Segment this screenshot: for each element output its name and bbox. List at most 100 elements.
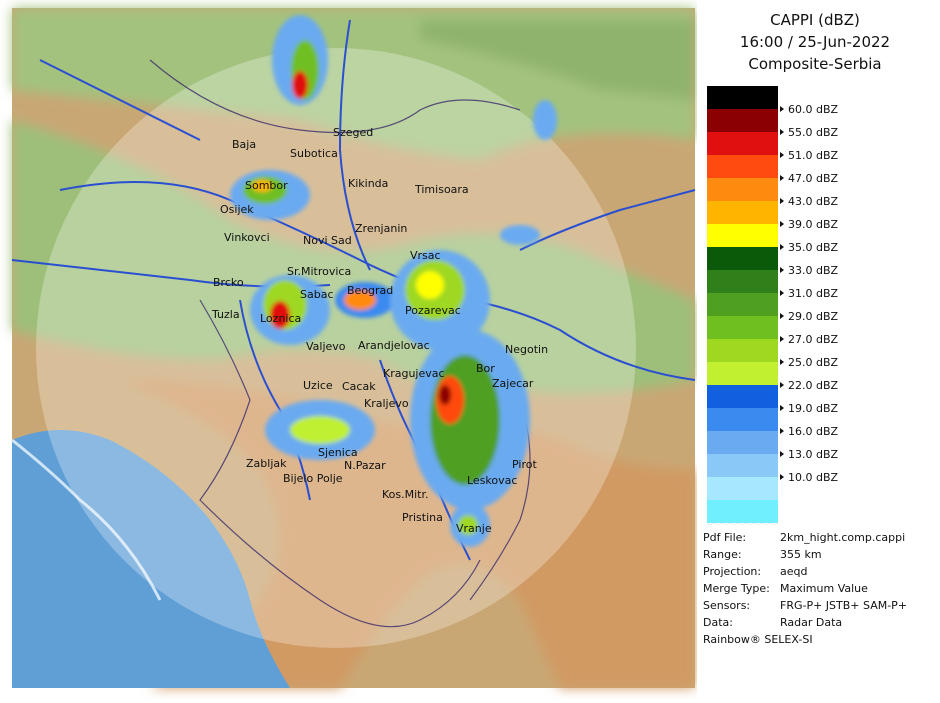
- legend-swatch: [707, 132, 778, 155]
- color-legend: 60.0 dBZ 55.0 dBZ 51.0 dBZ 47.0 dBZ 43.0 dBZ…: [707, 86, 839, 525]
- legend-label: 25.0 dBZ: [788, 356, 839, 369]
- city-label: Loznica: [260, 312, 301, 325]
- legend-tick: [780, 221, 784, 227]
- legend-label: 29.0 dBZ: [788, 310, 839, 323]
- city-label: Bor: [476, 362, 495, 375]
- info-table: Pdf File: 2km_hight.comp.cappi Range: 355 k…: [703, 531, 907, 629]
- info-value: 355 km: [780, 548, 822, 561]
- city-labels: Szeged Baja Subotica Sombor Kikinda Timisoara…: [211, 126, 548, 535]
- legend-swatch: [707, 500, 778, 523]
- city-label: Kos.Mitr.: [382, 488, 429, 501]
- info-key: Pdf File:: [703, 531, 746, 544]
- title: CAPPI (dBZ): [770, 11, 860, 29]
- info-key: Sensors:: [703, 599, 750, 612]
- city-label: Valjevo: [306, 340, 346, 353]
- city-label: Arandjelovac: [358, 339, 430, 352]
- info-key: Data:: [703, 616, 733, 629]
- legend-tick: [780, 129, 784, 135]
- city-label: Uzice: [303, 379, 333, 392]
- city-label: Osijek: [220, 203, 254, 216]
- legend-tick: [780, 336, 784, 342]
- city-label: Zajecar: [492, 377, 534, 390]
- legend-label: 19.0 dBZ: [788, 402, 839, 415]
- city-label: Leskovac: [467, 474, 517, 487]
- info-key: Merge Type:: [703, 582, 770, 595]
- legend-swatch: [707, 155, 778, 178]
- time: 16:00 / 25-Jun-2022: [740, 33, 890, 51]
- legend-label: 22.0 dBZ: [788, 379, 839, 392]
- legend-label: 35.0 dBZ: [788, 241, 839, 254]
- legend-label: 60.0 dBZ: [788, 103, 839, 116]
- legend-swatch: [707, 477, 778, 500]
- legend-swatch: [707, 270, 778, 293]
- legend-label: 27.0 dBZ: [788, 333, 839, 346]
- legend-tick: [780, 106, 784, 112]
- legend-swatch: [707, 454, 778, 477]
- city-label: Sjenica: [318, 446, 358, 459]
- legend-tick: [780, 359, 784, 365]
- legend-label: 31.0 dBZ: [788, 287, 839, 300]
- city-label: Cacak: [342, 380, 376, 393]
- city-label: Pozarevac: [405, 304, 461, 317]
- city-label: Subotica: [290, 147, 338, 160]
- legend-swatch: [707, 293, 778, 316]
- city-label: Pirot: [512, 458, 537, 471]
- info-value: FRG-P+ JSTB+ SAM-P+: [780, 599, 907, 612]
- city-label: N.Pazar: [344, 459, 386, 472]
- city-label: Brcko: [213, 276, 244, 289]
- legend-swatch: [707, 247, 778, 270]
- legend-label: 33.0 dBZ: [788, 264, 839, 277]
- info-value: aeqd: [780, 565, 807, 578]
- legend-swatch: [707, 86, 778, 109]
- info-value: 2km_hight.comp.cappi: [780, 531, 905, 544]
- legend-tick: [780, 451, 784, 457]
- legend-swatch: [707, 362, 778, 385]
- city-label: Sr.Mitrovica: [287, 265, 351, 278]
- city-label: Vinkovci: [224, 231, 270, 244]
- city-label: Szeged: [333, 126, 373, 139]
- info-value: Radar Data: [780, 616, 842, 629]
- legend-label: 47.0 dBZ: [788, 172, 839, 185]
- legend-tick: [780, 405, 784, 411]
- radar-echoes: [230, 15, 557, 547]
- legend-swatch: [707, 385, 778, 408]
- city-label: Bijelo Polje: [283, 472, 343, 485]
- basemap: [11, 8, 696, 688]
- legend-tick: [780, 313, 784, 319]
- legend-label: 16.0 dBZ: [788, 425, 839, 438]
- info-value: Maximum Value: [780, 582, 868, 595]
- city-label: Sabac: [300, 288, 334, 301]
- legend-label: 39.0 dBZ: [788, 218, 839, 231]
- legend-tick: [780, 198, 784, 204]
- legend-tick: [780, 267, 784, 273]
- legend-swatch: [707, 201, 778, 224]
- city-label: Kragujevac: [383, 367, 445, 380]
- legend-tick: [780, 152, 784, 158]
- city-label: Zrenjanin: [355, 222, 407, 235]
- legend-label: 43.0 dBZ: [788, 195, 839, 208]
- legend-tick: [780, 175, 784, 181]
- region: Composite-Serbia: [748, 55, 881, 73]
- info-key: Range:: [703, 548, 742, 561]
- city-label: Pristina: [402, 511, 443, 524]
- city-label: Timisoara: [414, 183, 469, 196]
- city-label: Zabljak: [246, 457, 287, 470]
- legend-tick: [780, 290, 784, 296]
- city-label: Novi Sad: [303, 234, 352, 247]
- legend-tick: [780, 244, 784, 250]
- city-label: Baja: [232, 138, 256, 151]
- footer: Rainbow® SELEX-SI: [703, 633, 813, 646]
- legend-swatch: [707, 109, 778, 132]
- legend-swatch: [707, 431, 778, 454]
- legend-swatch: [707, 224, 778, 247]
- city-label: Vrsac: [410, 249, 441, 262]
- legend-swatch: [707, 408, 778, 431]
- city-label: Tuzla: [211, 308, 240, 321]
- city-label: Vranje: [456, 522, 492, 535]
- info-key: Projection:: [703, 565, 761, 578]
- legend-tick: [780, 382, 784, 388]
- legend-swatch: [707, 339, 778, 362]
- legend-label: 51.0 dBZ: [788, 149, 839, 162]
